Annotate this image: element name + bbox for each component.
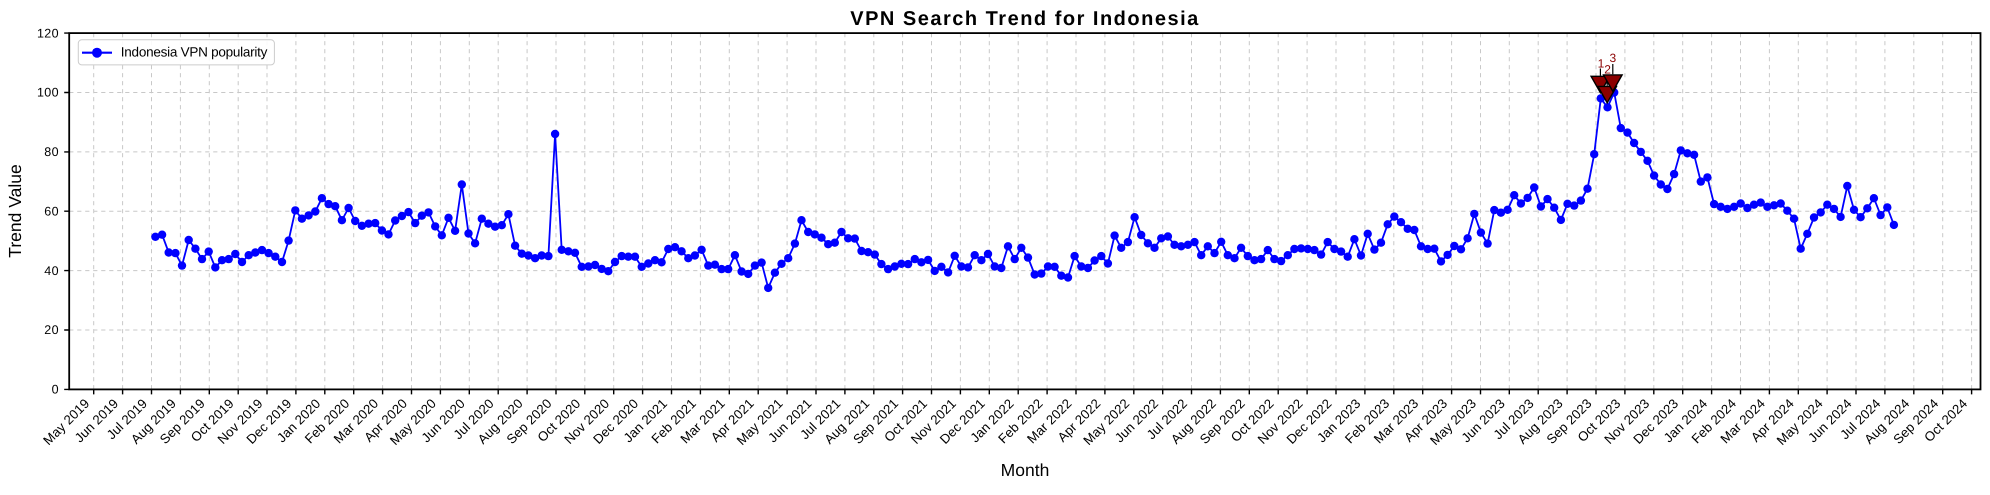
svg-text:Trend Value: Trend Value (5, 164, 25, 257)
svg-text:1: 1 (1598, 57, 1605, 71)
svg-text:60: 60 (44, 204, 59, 218)
svg-text:80: 80 (44, 145, 59, 159)
svg-text:100: 100 (37, 86, 59, 100)
svg-text:2: 2 (1604, 62, 1611, 76)
svg-text:Indonesia VPN popularity: Indonesia VPN popularity (121, 45, 268, 60)
svg-text:0: 0 (52, 383, 59, 397)
svg-text:3: 3 (1610, 51, 1617, 65)
svg-text:120: 120 (37, 26, 59, 40)
svg-text:VPN Search Trend for Indonesia: VPN Search Trend for Indonesia (850, 8, 1200, 30)
svg-text:Month: Month (1001, 460, 1050, 480)
svg-text:40: 40 (44, 264, 59, 278)
svg-text:20: 20 (44, 323, 59, 337)
